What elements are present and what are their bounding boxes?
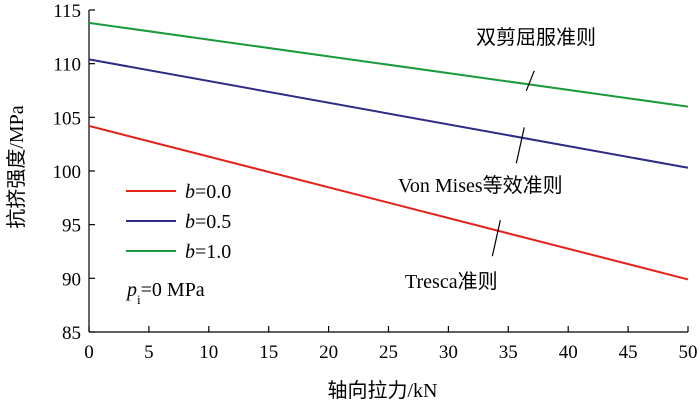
annotation-label: Von Mises等效准则 (398, 174, 563, 197)
series-lines (88, 21, 689, 281)
y-tick-label: 95 (62, 216, 81, 237)
x-tick-label: 25 (379, 342, 398, 363)
note-var: p (125, 279, 137, 301)
x-tick-label: 0 (84, 342, 94, 363)
x-tick-label: 45 (619, 342, 638, 363)
y-tick-label: 85 (62, 323, 81, 344)
leader-line (515, 127, 525, 164)
legend-label: b=0.5 (185, 211, 231, 233)
x-axis-title: 轴向拉力/kN (328, 379, 438, 402)
y-tick-label: 100 (53, 162, 82, 183)
y-ticks: 85 90 95 100 105 110 115 (53, 1, 95, 344)
x-tick-label: 40 (559, 342, 578, 363)
x-tick-label: 35 (499, 342, 518, 363)
leader-line (525, 70, 535, 92)
note-pressure: pi=0 MPa (125, 279, 205, 307)
series-line-b=0.5 (88, 58, 689, 169)
annotation-label: Tresca准则 (405, 270, 498, 293)
y-tick-label: 115 (53, 1, 81, 22)
series-line-b=1.0 (88, 21, 689, 108)
y-tick-label: 90 (62, 269, 81, 290)
note-sub: i (137, 292, 141, 307)
x-ticks: 0 5 10 15 20 25 30 35 40 45 50 (84, 326, 698, 363)
series-line-b=0.0 (88, 124, 689, 281)
legend: b=0.0 b=0.5 b=1.0 (126, 181, 231, 263)
leader-line (491, 220, 501, 257)
annotations: 双剪屈服准则 Von Mises等效准则 Tresca准则 (398, 26, 596, 293)
y-axis-title: 抗挤强度/MPa (5, 105, 28, 228)
x-tick-label: 20 (319, 342, 338, 363)
note-rest: =0 MPa (141, 279, 205, 301)
x-tick-label: 50 (679, 342, 698, 363)
x-tick-label: 5 (144, 342, 154, 363)
y-tick-label: 105 (53, 108, 82, 129)
y-tick-label: 110 (53, 55, 81, 76)
legend-label: b=0.0 (185, 181, 231, 203)
x-tick-label: 10 (199, 342, 218, 363)
annotation-label: 双剪屈服准则 (476, 26, 596, 49)
legend-label: b=1.0 (185, 241, 231, 263)
x-tick-label: 30 (439, 342, 458, 363)
x-tick-label: 15 (259, 342, 278, 363)
plot-area: 0 5 10 15 20 25 30 35 40 45 50 859095100105110115 … (53, 1, 698, 363)
